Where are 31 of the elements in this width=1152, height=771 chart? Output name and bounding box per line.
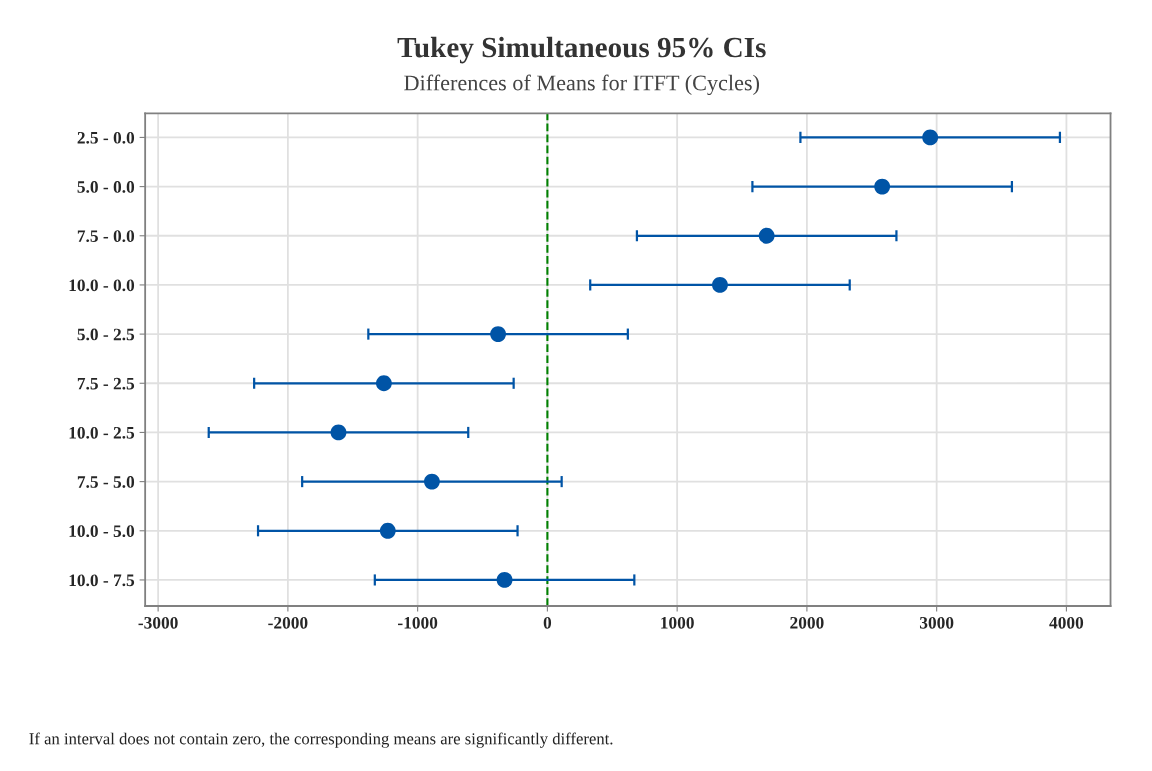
- point: [379, 522, 396, 539]
- point: [330, 424, 347, 441]
- point: [712, 277, 728, 293]
- text: If an interval does not contain zero, the corresponding means are significantly different.: [29, 732, 613, 748]
- y-tick-label: 5.0 - 0.0: [77, 181, 135, 193]
- y-tick-label: 10.0 - 5.0: [69, 525, 135, 538]
- y-tick-label: 10.0 - 2.5: [69, 426, 135, 439]
- point: [922, 129, 939, 146]
- y-tick-label: 7.5 - 0.0: [77, 230, 135, 243]
- x-tick-label: -3000: [138, 616, 178, 629]
- point: [375, 375, 392, 392]
- point: [874, 178, 891, 195]
- point: [423, 473, 440, 490]
- y-tick-label: 10.0 - 7.5: [69, 574, 135, 587]
- y-tick-label: 5.0 - 2.5: [77, 328, 135, 341]
- chart-title: Tukey Simultaneous 95% CIs: [397, 36, 766, 64]
- x-tick-label: 0: [543, 616, 552, 629]
- x-tick-label: 4000: [1049, 616, 1084, 629]
- x-tick-label: -2000: [268, 616, 308, 629]
- x-tick-label: 3000: [919, 616, 954, 629]
- point: [496, 572, 513, 588]
- x-tick-label: 1000: [661, 616, 694, 629]
- y-tick-label: 7.5 - 2.5: [77, 377, 135, 390]
- y-tick-label: 7.5 - 5.0: [77, 476, 135, 488]
- chart-subtitle: Differences of Means for ITFT (Cycles): [404, 74, 760, 96]
- point: [758, 227, 775, 244]
- point: [490, 326, 506, 343]
- x-tick-label: 2000: [790, 616, 824, 629]
- y-tick-label: 10.0 - 0.0: [69, 279, 135, 292]
- y-tick-label: 2.5 - 0.0: [77, 131, 135, 144]
- x-tick-label: -1000: [398, 616, 438, 629]
